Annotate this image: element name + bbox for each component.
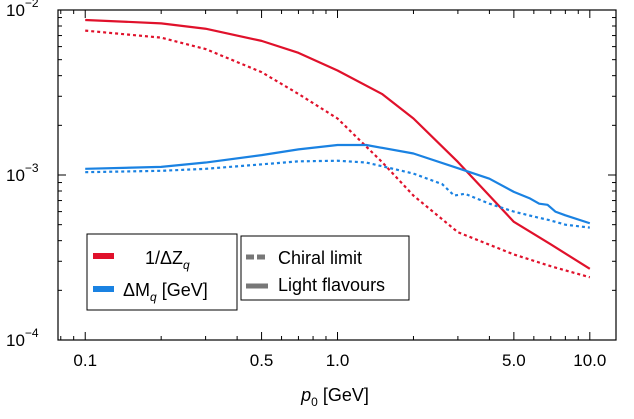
x-tick-label: 0.1 <box>73 351 97 370</box>
x-axis-label: p0 [GeV] <box>300 385 369 409</box>
legend-styles: Chiral limit Light flavours <box>240 235 410 301</box>
legend-quantities-box <box>86 233 238 311</box>
legend-label-chiral-limit: Chiral limit <box>278 248 362 268</box>
legend-label-light-flavours: Light flavours <box>278 275 385 295</box>
series-layer <box>85 18 591 279</box>
legend-swatch-dm <box>93 286 114 292</box>
x-axis-label-var: p <box>300 385 311 405</box>
series-line-dz-chiral-limit <box>85 29 591 279</box>
legend-swatch-dz <box>93 253 114 259</box>
tick-layer <box>58 9 616 341</box>
legend-label-dm: ΔMq [GeV] <box>123 280 208 304</box>
x-axis-label-sub: 0 <box>311 395 318 409</box>
series-line-dm-light-flavours <box>85 143 591 225</box>
x-tick-label: 5.0 <box>502 351 526 370</box>
tick-label-layer: 0.1 0.5 1.0 5.0 10.0 10−2 10−3 10−4 <box>6 0 606 370</box>
x-axis-label-unit: [GeV] <box>318 385 369 405</box>
y-tick-label: 10−3 <box>6 161 39 185</box>
series-line-dm-chiral-limit <box>85 159 590 229</box>
y-tick-label: 10−2 <box>6 0 39 20</box>
legend-styles-box <box>240 235 410 301</box>
y-tick-label: 10−4 <box>6 326 39 350</box>
series-line-dz-light-flavours <box>85 18 591 270</box>
x-tick-label: 0.5 <box>250 351 274 370</box>
x-tick-label: 1.0 <box>326 351 350 370</box>
x-tick-label: 10.0 <box>573 351 606 370</box>
legend-label-dz: 1/ΔZq <box>145 248 190 272</box>
legend-quantities: 1/ΔZq ΔMq [GeV] <box>86 233 238 311</box>
